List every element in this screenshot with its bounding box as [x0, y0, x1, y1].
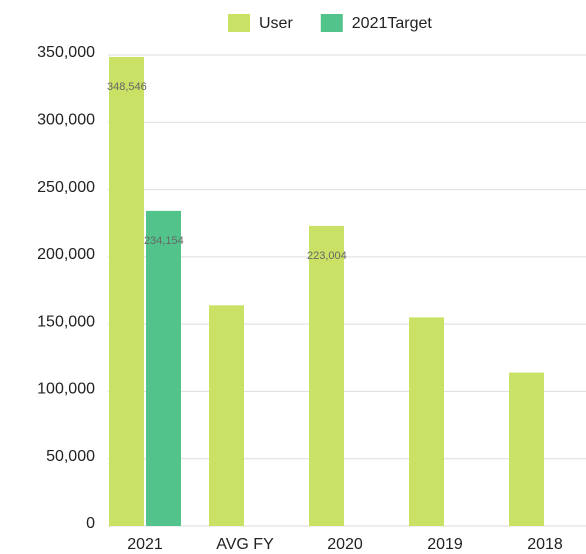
bar	[309, 225, 344, 526]
y-tick-label: 150,000	[37, 313, 95, 330]
y-tick-label: 250,000	[37, 179, 95, 196]
y-tick-label: 0	[86, 515, 95, 532]
bar	[209, 305, 244, 526]
legend-swatch	[228, 14, 250, 32]
y-tick-label: 50,000	[46, 448, 95, 465]
x-tick-label: 2018	[527, 536, 563, 553]
bar	[509, 372, 544, 526]
value-label: 348,546	[107, 81, 147, 93]
x-tick-label: AVG FY	[216, 536, 274, 553]
x-tick-label: 2020	[327, 536, 363, 553]
y-tick-label: 350,000	[37, 44, 95, 61]
value-label: 223,004	[307, 250, 347, 262]
bar	[146, 210, 181, 526]
legend-swatch	[320, 14, 343, 32]
y-tick-label: 100,000	[37, 381, 95, 398]
y-tick-label: 200,000	[37, 246, 95, 263]
legend-label: User	[259, 15, 293, 32]
x-tick-label: 2019	[427, 536, 463, 553]
bar	[409, 317, 444, 526]
y-tick-label: 300,000	[37, 112, 95, 129]
bar	[109, 56, 144, 527]
legend-label: 2021Target	[352, 15, 433, 32]
value-label: 234,154	[144, 235, 184, 247]
x-tick-label: 2021	[127, 536, 163, 553]
